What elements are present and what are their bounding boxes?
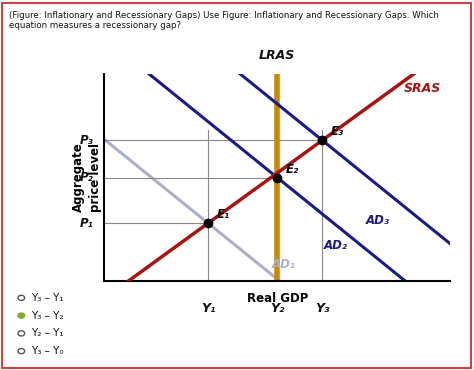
Text: Y₂: Y₂ <box>270 302 284 315</box>
Text: AD₁: AD₁ <box>272 258 296 271</box>
Text: AD₂: AD₂ <box>324 239 348 252</box>
Text: E₁: E₁ <box>217 208 230 221</box>
Text: Y₃: Y₃ <box>315 302 329 315</box>
Y-axis label: Aggregate
price level: Aggregate price level <box>72 143 101 212</box>
Text: LRAS: LRAS <box>259 48 295 61</box>
X-axis label: Real GDP: Real GDP <box>246 292 308 305</box>
Text: P₁: P₁ <box>80 217 94 230</box>
Text: P₂: P₂ <box>80 171 94 184</box>
Text: P₃: P₃ <box>80 134 94 147</box>
Text: Y₁: Y₁ <box>201 302 215 315</box>
Text: Y₃ – Y₁: Y₃ – Y₁ <box>31 293 64 303</box>
Text: SRAS: SRAS <box>404 82 441 95</box>
Text: (Figure: Inflationary and Recessionary Gaps) Use Figure: Inflationary and Recess: (Figure: Inflationary and Recessionary G… <box>9 11 439 30</box>
Text: Y₃ – Y₀: Y₃ – Y₀ <box>31 346 64 356</box>
Text: E₂: E₂ <box>286 162 299 175</box>
Text: AD₃: AD₃ <box>365 214 390 227</box>
Text: Y₃ – Y₂: Y₃ – Y₂ <box>31 310 64 321</box>
Text: Y₂ – Y₁: Y₂ – Y₁ <box>31 328 64 339</box>
Text: E₃: E₃ <box>331 125 344 138</box>
